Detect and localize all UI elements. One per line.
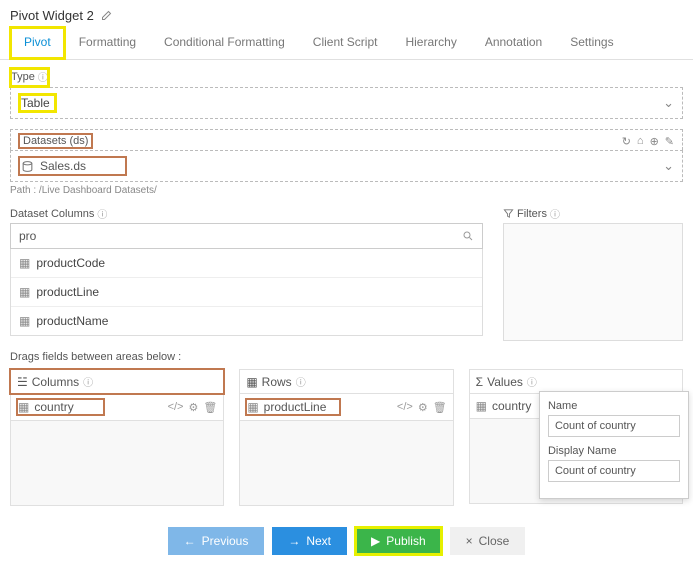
column-item[interactable]: ▦ productLine xyxy=(11,278,482,307)
rows-dropzone[interactable] xyxy=(239,421,453,506)
info-icon[interactable]: ⓘ xyxy=(550,206,560,221)
info-icon[interactable]: ⓘ xyxy=(296,374,306,389)
close-button[interactable]: × Close xyxy=(450,527,526,555)
close-icon: × xyxy=(466,534,473,548)
play-icon: ▶ xyxy=(371,534,380,548)
column-item[interactable]: ▦ productCode xyxy=(11,249,482,278)
type-value: Table xyxy=(19,94,56,112)
popover-display-input[interactable]: Count of country xyxy=(548,460,680,482)
code-icon[interactable]: </> xyxy=(397,401,413,414)
column-icon: ▦ xyxy=(18,400,29,414)
columns-dropzone[interactable] xyxy=(10,421,224,506)
column-icon: ▦ xyxy=(247,400,258,414)
dataset-name: Sales.ds xyxy=(40,159,86,173)
arrow-right-icon: → xyxy=(288,534,300,548)
info-icon[interactable]: ⓘ xyxy=(527,374,537,389)
chevron-down-icon: ⌄ xyxy=(663,95,674,111)
dataset-row[interactable]: Sales.ds ⌄ xyxy=(10,150,683,182)
tab-annotation[interactable]: Annotation xyxy=(471,27,556,59)
dataset-columns-label: Dataset Columns xyxy=(10,208,94,220)
column-icon: ▦ xyxy=(19,256,30,270)
datasets-label: Datasets (ds) xyxy=(19,134,92,148)
filter-icon xyxy=(503,208,514,219)
add-icon[interactable]: ⊕ xyxy=(650,135,659,148)
refresh-icon[interactable]: ↻ xyxy=(622,135,631,148)
edit-ds-icon[interactable]: ✎ xyxy=(665,135,674,148)
tab-hierarchy[interactable]: Hierarchy xyxy=(391,27,470,59)
tab-formatting[interactable]: Formatting xyxy=(65,27,150,59)
next-button[interactable]: → Next xyxy=(272,527,347,555)
columns-icon: ☱ xyxy=(17,375,28,389)
column-icon: ▦ xyxy=(19,314,30,328)
filters-dropzone[interactable] xyxy=(503,223,683,341)
popover-name-input[interactable]: Count of country xyxy=(548,415,680,437)
column-item[interactable]: ▦ productName xyxy=(11,307,482,335)
rows-icon: ▦ xyxy=(246,375,257,389)
columns-area-header: ☱ Columns ⓘ xyxy=(10,369,224,394)
tab-conditional-formatting[interactable]: Conditional Formatting xyxy=(150,27,299,59)
tab-settings[interactable]: Settings xyxy=(556,27,627,59)
arrow-left-icon: ← xyxy=(184,534,196,548)
popover-display-label: Display Name xyxy=(548,445,680,457)
code-icon[interactable]: </> xyxy=(168,401,184,414)
info-icon[interactable]: ⓘ xyxy=(83,374,93,389)
column-search[interactable]: pro xyxy=(10,223,483,249)
popover-name-label: Name xyxy=(548,400,680,412)
sigma-icon: Σ xyxy=(476,375,483,389)
gear-icon[interactable]: ⚙ xyxy=(418,401,428,414)
info-icon[interactable]: ⓘ xyxy=(38,69,48,84)
dataset-icon xyxy=(21,160,34,173)
drag-instruction: Drags fields between areas below : xyxy=(10,351,683,363)
home-icon[interactable]: ⌂ xyxy=(637,135,644,148)
footer-buttons: ← Previous → Next ▶ Publish × Close xyxy=(0,527,693,555)
search-value: pro xyxy=(19,229,36,243)
tab-bar: Pivot Formatting Conditional Formatting … xyxy=(0,27,693,60)
previous-button[interactable]: ← Previous xyxy=(168,527,265,555)
filters-label: Filters xyxy=(517,208,547,220)
value-config-popover: Name Count of country Display Name Count… xyxy=(539,391,689,499)
columns-chip[interactable]: ▦ country </> ⚙ 🗑 xyxy=(10,394,224,421)
column-icon: ▦ xyxy=(19,285,30,299)
info-icon[interactable]: ⓘ xyxy=(97,206,107,221)
type-dropdown[interactable]: Table ⌄ xyxy=(10,87,683,119)
page-title: Pivot Widget 2 xyxy=(10,8,94,23)
chevron-down-icon: ⌄ xyxy=(663,158,674,174)
rows-area-header: ▦ Rows ⓘ xyxy=(239,369,453,394)
rows-chip[interactable]: ▦ productLine </> ⚙ 🗑 xyxy=(239,394,453,421)
tab-client-script[interactable]: Client Script xyxy=(299,27,392,59)
search-icon xyxy=(462,230,474,242)
dataset-path: Path : /Live Dashboard Datasets/ xyxy=(10,185,683,196)
column-icon: ▦ xyxy=(476,399,487,413)
tab-pivot[interactable]: Pivot xyxy=(10,27,65,59)
type-label: Type ⓘ xyxy=(11,69,48,84)
gear-icon[interactable]: ⚙ xyxy=(188,401,198,414)
trash-icon[interactable]: 🗑 xyxy=(433,401,447,414)
edit-icon[interactable] xyxy=(100,10,112,22)
column-list: ▦ productCode ▦ productLine ▦ productNam… xyxy=(10,249,483,336)
publish-button[interactable]: ▶ Publish xyxy=(355,527,442,555)
trash-icon[interactable]: 🗑 xyxy=(203,401,217,414)
